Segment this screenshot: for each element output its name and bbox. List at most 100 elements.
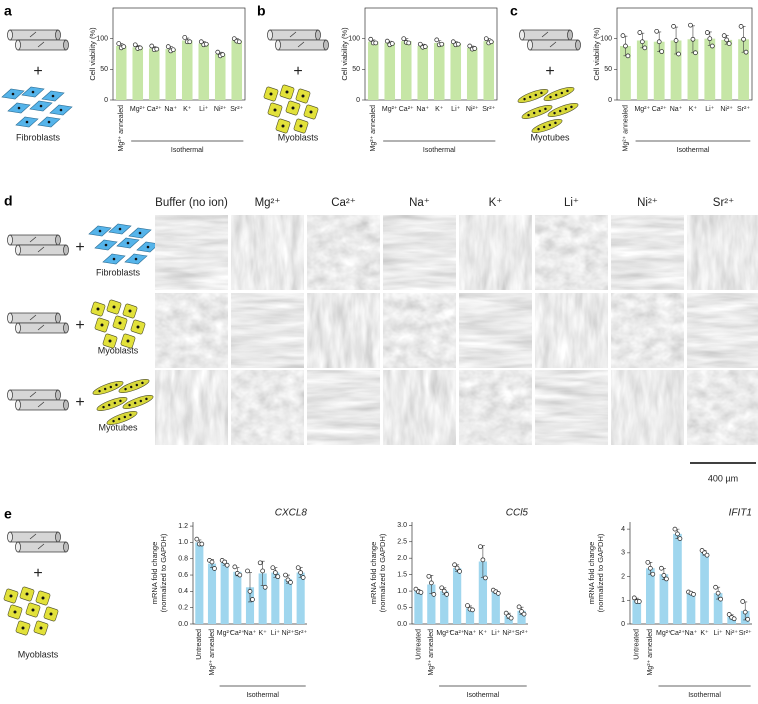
data-point [212,566,217,571]
data-point [467,43,473,49]
micrograph [383,215,456,290]
cell [102,333,118,349]
cell [94,317,110,333]
data-point [450,39,456,45]
cell-type-label: Fibroblasts [16,132,61,142]
nucleus [115,383,118,387]
cylinder [269,29,319,41]
nucleus [49,612,53,616]
cylinder-end [7,312,13,324]
cell [285,100,301,116]
data-point [690,36,696,42]
nucleus [141,381,144,385]
data-point [656,39,662,45]
nucleus [269,92,273,96]
data-point [724,37,730,43]
cell [275,118,291,134]
cell [521,105,553,119]
cell [112,315,128,331]
data-point [275,574,281,580]
myotube [122,395,154,409]
data-point [707,36,713,42]
data-point [480,557,486,563]
data-point [715,590,721,596]
data-point [288,580,293,585]
cell [41,90,65,102]
bar [483,41,495,100]
x-tick-label: Li⁺ [705,106,714,113]
data-point [237,572,243,578]
nucleus [98,389,101,393]
y-tick-label: 50 [100,66,108,73]
bar [673,533,682,624]
panel-letter: e [4,506,12,522]
scaffold-icon [519,29,581,51]
x-tick-label: Ca²⁺ [450,630,465,637]
panel-letter: b [257,3,266,19]
data-point [631,595,637,601]
group-label: Isothermal [246,692,279,699]
y-axis-label: mRNA fold change [587,542,596,605]
nucleus [113,401,117,405]
nucleus [549,95,552,99]
micrograph [231,215,304,290]
plus-sign: + [293,63,302,80]
cylinder-mark [29,391,37,398]
data-point [726,612,732,617]
nucleus [554,93,558,97]
group-label: Isothermal [423,147,456,154]
nucleus [39,104,43,108]
chart-title: IFIT1 [729,508,752,519]
cell [531,119,563,133]
bar [417,46,429,100]
cell [7,102,31,114]
data-point [209,559,215,565]
scaffold-icon [7,312,69,334]
micrograph [383,370,456,445]
data-point [472,46,478,51]
cell-icon [1,86,73,128]
x-tick-label: Na⁺ [685,630,698,637]
data-point [508,615,514,621]
data-point [642,45,648,51]
y-axis-label: (normalized to GAPDH) [159,533,168,612]
bar [132,47,144,100]
cell-icon [263,84,319,134]
data-point [194,536,200,542]
nucleus [564,107,568,111]
y-tick-label: 3.0 [397,522,407,529]
x-tick-label: Mg²⁺ [634,106,650,113]
plus-sign: + [75,239,84,256]
nucleus [96,307,100,311]
cylinder-mark [37,401,45,408]
x-tick-label: Untreated [634,629,641,660]
bar [433,42,445,100]
data-point [298,570,304,575]
plot-frame [364,7,498,101]
plus-sign: + [75,394,84,411]
bar [440,591,449,624]
cylinder-end [63,39,69,51]
cylinder-mark [37,324,45,331]
cylinder-end [15,322,21,334]
cell [15,620,31,636]
x-tick-label: K⁺ [183,106,192,113]
data-point [441,588,447,594]
bar [700,552,709,624]
chart-title: CCl5 [506,508,529,519]
data-point [661,573,667,578]
nucleus [138,231,142,235]
cylinder-end [575,39,581,51]
y-tick-label: 1.5 [397,571,407,578]
plus-sign: + [75,317,84,334]
y-tick-label: 0 [621,621,625,628]
cell [122,303,138,319]
y-tick-label: 0 [104,97,108,104]
cylinder-mark [37,41,45,48]
micrograph [155,370,228,445]
bar [414,591,423,624]
data-point [224,562,230,568]
data-point [718,596,723,602]
cylinder [17,399,67,411]
nucleus [126,241,130,245]
